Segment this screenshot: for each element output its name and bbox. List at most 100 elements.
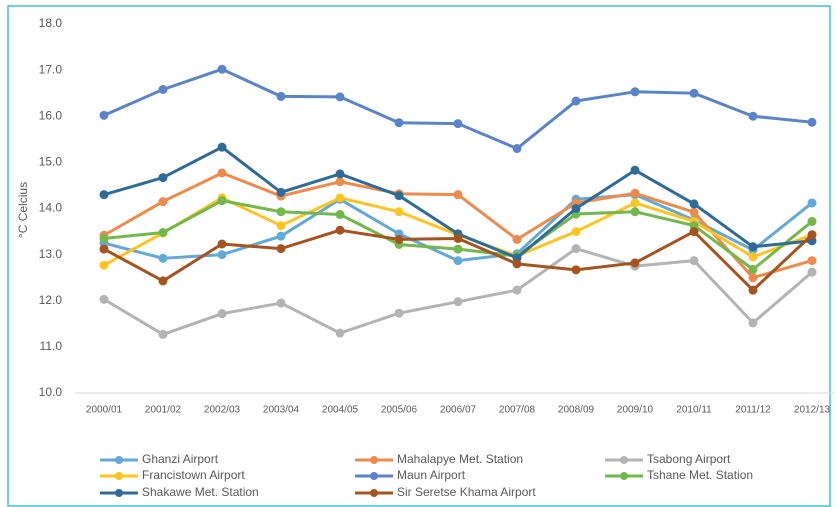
data-point [630,207,640,217]
data-point [453,233,463,243]
data-point [689,227,699,237]
y-tick-label: 10.0 [39,385,63,399]
legend-label: Tsabong Airport [647,452,731,466]
data-point [335,169,345,179]
data-point [99,190,109,200]
legend-label: Sir Seretse Khama Airport [397,485,536,499]
data-point [99,233,109,243]
data-point [748,285,758,295]
data-point [99,260,109,270]
y-tick-label: 18.0 [39,16,63,30]
data-point [99,244,109,254]
data-point [807,267,817,277]
x-tick-label: 2008/09 [558,405,595,416]
data-point [158,84,168,94]
data-point [217,142,227,152]
legend-marker [370,472,378,480]
data-point [276,187,286,197]
data-point [276,231,286,241]
data-point [335,328,345,338]
data-point [394,308,404,318]
x-tick-label: 2010/11 [676,405,712,416]
x-tick-label: 2003/04 [263,405,300,416]
data-point [512,285,522,295]
data-point [335,209,345,219]
x-tick-label: 2004/05 [322,405,359,416]
y-tick-label: 13.0 [39,247,63,261]
data-point [571,204,581,213]
data-point [276,244,286,254]
legend-label: Maun Airport [397,468,466,482]
data-point [630,87,640,97]
legend-label: Mahalapye Met. Station [397,452,523,466]
x-tick-label: 2011/12 [735,405,771,416]
y-tick-label: 17.0 [39,62,63,76]
legend-marker [620,456,628,464]
x-tick-label: 2001/02 [145,405,182,416]
data-point [630,258,640,268]
data-point [807,256,817,266]
y-tick-label: 14.0 [39,201,63,215]
data-point [748,111,758,121]
legend-marker [115,489,123,497]
data-point [99,110,109,120]
data-point [217,250,227,260]
x-tick-label: 2005/06 [381,405,418,416]
data-point [630,188,640,198]
y-axis-label: °C Celcius [16,182,30,238]
data-point [571,265,581,275]
data-point [748,252,758,262]
data-point [158,197,168,207]
data-point [276,221,286,231]
data-point [748,264,758,274]
data-point [335,177,345,187]
data-point [571,227,581,237]
y-tick-label: 15.0 [39,155,63,169]
legend-marker [115,472,123,480]
x-tick-label: 2000/01 [86,405,123,416]
data-point [689,207,699,217]
legend-label: Ghanzi Airport [142,452,219,466]
y-tick-label: 16.0 [39,108,63,122]
data-point [807,230,817,240]
data-point [748,318,758,328]
data-point [276,91,286,101]
x-tick-label: 2012/13 [794,405,831,416]
data-point [394,118,404,128]
data-point [99,294,109,304]
data-point [335,225,345,235]
data-point [689,256,699,266]
data-point [748,273,758,283]
data-point [453,256,463,266]
data-point [276,298,286,308]
data-point [571,244,581,254]
data-point [689,199,699,209]
legend-marker [370,456,378,464]
data-point [630,165,640,175]
series-line [103,67,813,151]
data-point [158,329,168,339]
data-point [807,198,817,208]
legend-label: Shakawe Met. Station [142,485,259,499]
data-point [689,88,699,98]
data-point [807,216,817,226]
legend-label: Tshane Met. Station [647,468,753,482]
legend-marker [370,489,378,497]
data-point [217,196,227,206]
x-tick-label: 2009/10 [617,405,654,416]
x-tick-label: 2002/03 [204,405,241,416]
data-point [158,173,168,183]
data-point [335,92,345,102]
data-point [807,117,817,127]
data-point [453,190,463,200]
x-tick-label: 2006/07 [440,405,477,416]
chart-frame [7,5,831,507]
data-point [512,234,522,244]
y-tick-label: 12.0 [39,293,63,307]
legend-marker [115,456,123,464]
data-point [276,207,286,217]
data-point [335,193,345,203]
data-point [630,198,640,208]
